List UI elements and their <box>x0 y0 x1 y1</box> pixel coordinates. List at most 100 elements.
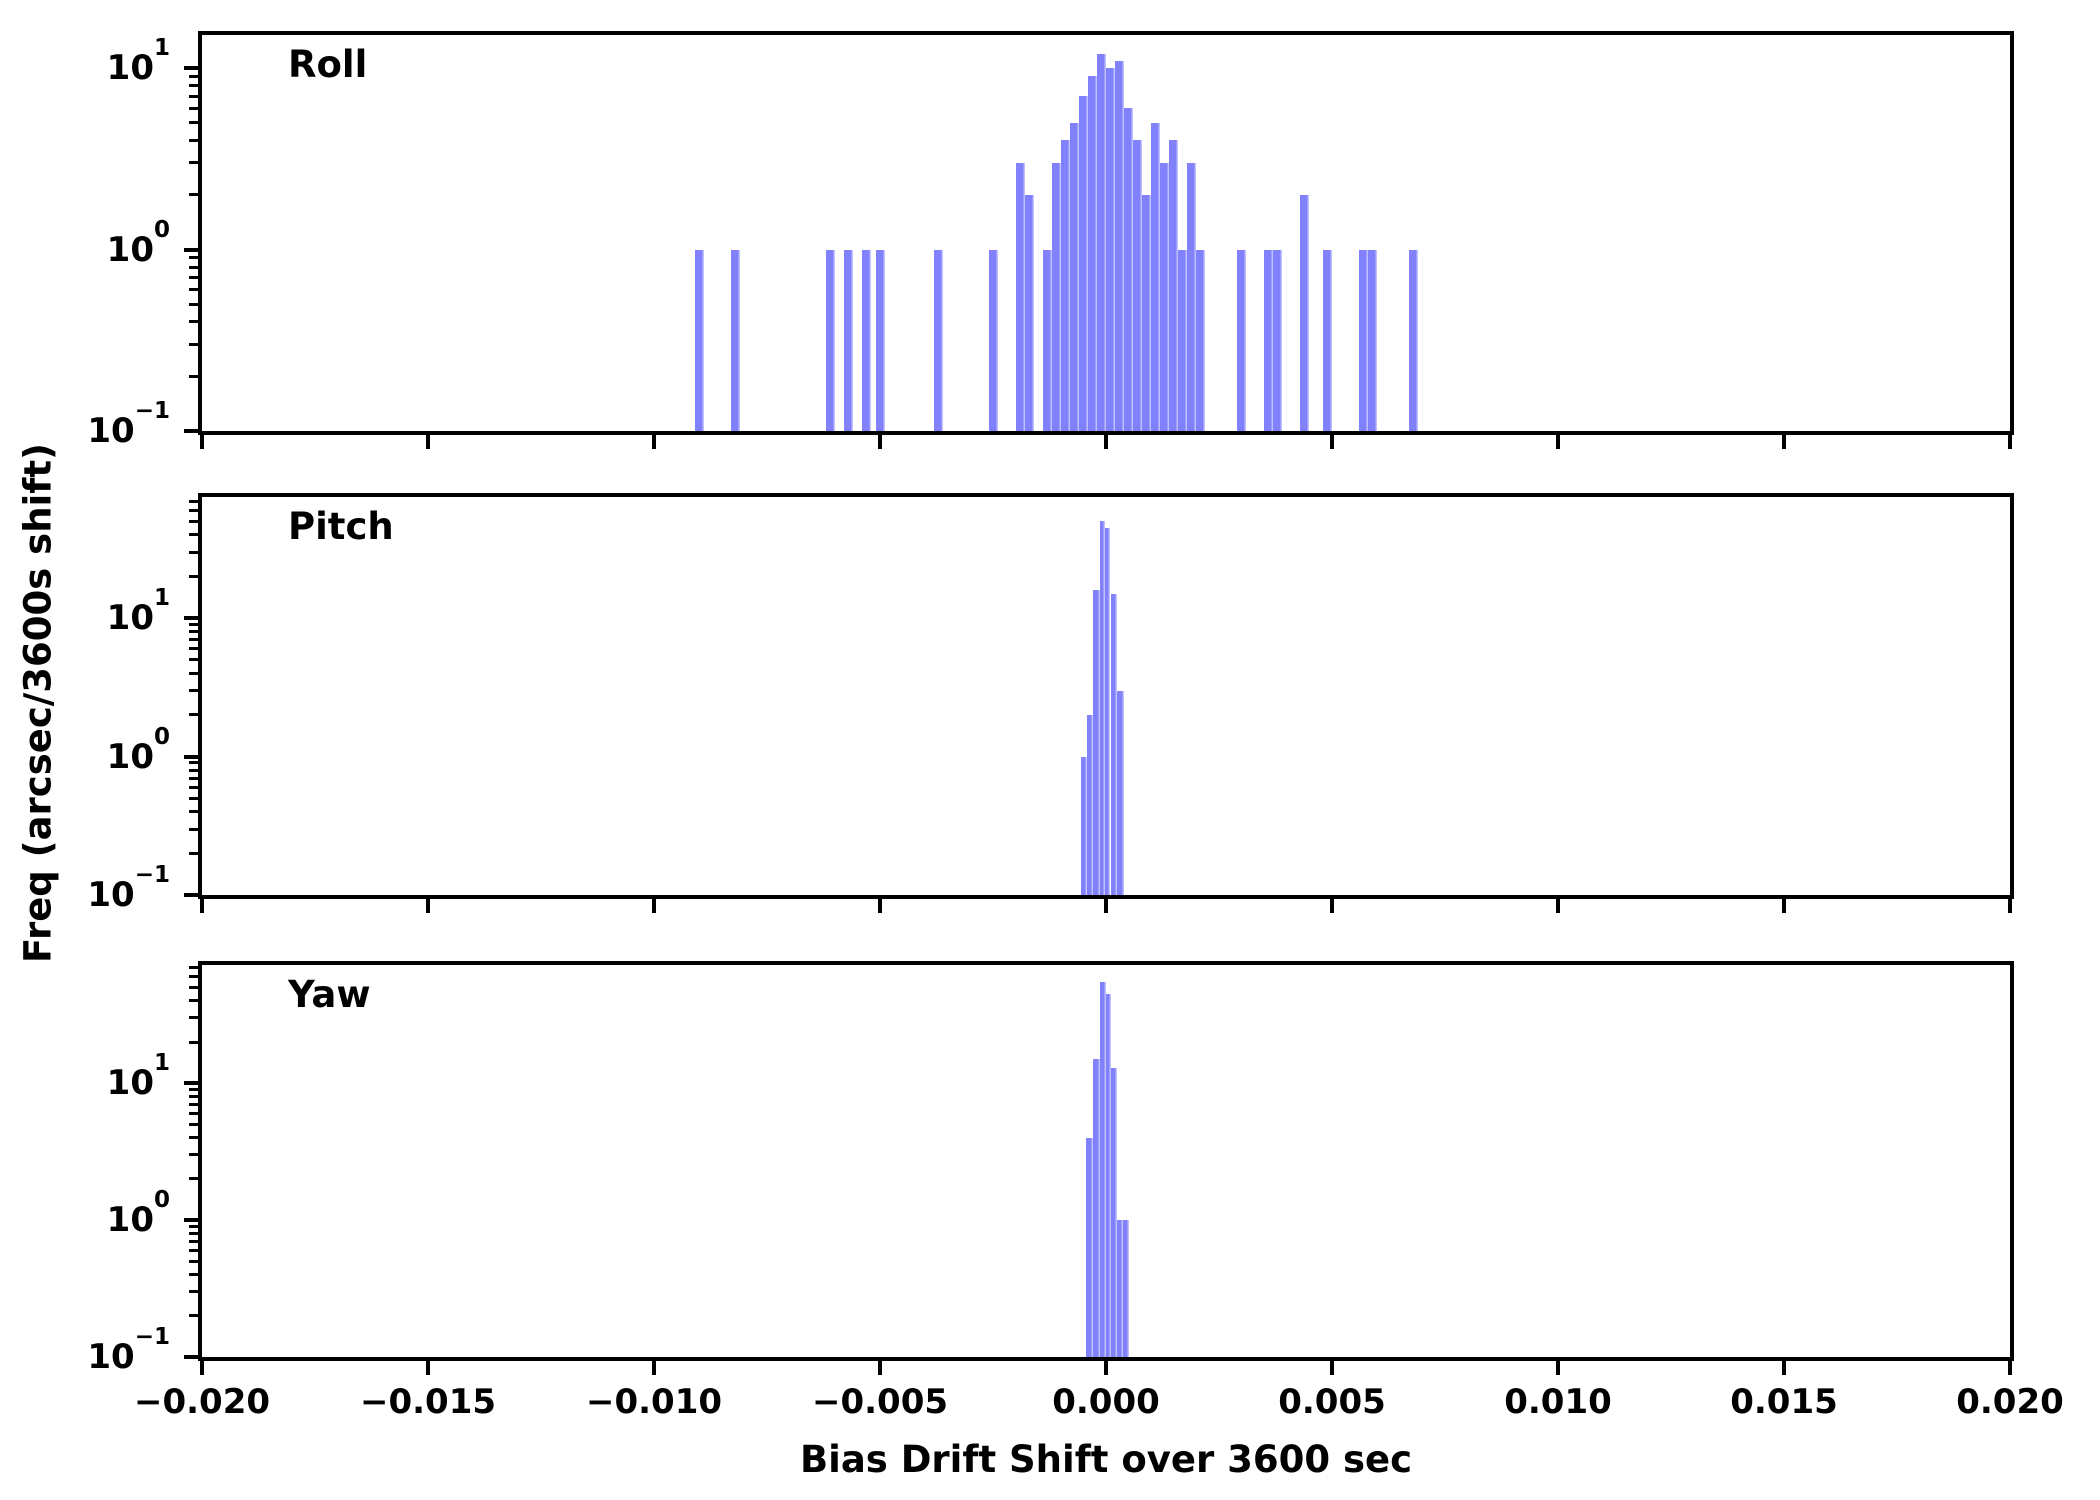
histogram-bar <box>1142 194 1152 431</box>
y-axis-minor-tick <box>189 374 202 378</box>
y-axis-minor-tick <box>189 533 202 537</box>
histogram-bar <box>1024 194 1034 431</box>
histogram-bar <box>988 249 998 431</box>
y-axis-minor-tick <box>189 1259 202 1263</box>
histogram-bar <box>934 249 944 431</box>
x-axis-tick <box>2008 1357 2012 1375</box>
y-axis-minor-tick <box>189 689 202 692</box>
histogram-bar <box>1087 76 1097 431</box>
histogram-bar <box>1105 993 1111 1357</box>
y-tick-label: 10−1 <box>87 862 170 915</box>
y-axis-minor-tick <box>189 713 202 717</box>
y-axis-minor-tick <box>189 1177 202 1181</box>
x-axis-tick <box>426 431 430 449</box>
histogram-bar <box>1124 108 1134 431</box>
y-axis-minor-tick <box>189 1016 202 1020</box>
histogram-bar <box>1092 589 1100 895</box>
x-axis-tick <box>1782 1357 1786 1375</box>
histogram-bar <box>1078 96 1088 431</box>
histogram-bar <box>1359 249 1369 431</box>
y-axis-minor-tick <box>189 776 202 780</box>
x-axis-tick <box>652 895 656 913</box>
x-tick-label: 0.000 <box>1052 1382 1160 1422</box>
histogram-bar <box>1300 194 1310 431</box>
histogram-bar <box>1106 68 1115 431</box>
y-axis-minor-tick <box>189 302 202 306</box>
histogram-bar <box>1408 249 1418 431</box>
histogram-bar <box>1151 122 1161 431</box>
x-axis-tick <box>1330 1357 1334 1375</box>
histogram-bar <box>1092 1059 1100 1357</box>
histogram-bar <box>1368 249 1378 431</box>
histogram-bar <box>1104 527 1111 895</box>
panel-title-roll: Roll <box>288 43 368 86</box>
histogram-bar <box>1237 249 1247 431</box>
x-axis-tick <box>652 431 656 449</box>
y-axis-minor-tick <box>189 851 202 855</box>
x-axis-tick <box>426 1357 430 1375</box>
y-axis-minor-tick <box>189 623 202 626</box>
histogram-bar <box>1115 60 1124 431</box>
panel-title-yaw: Yaw <box>288 973 371 1016</box>
y-axis-minor-tick <box>189 121 202 125</box>
y-axis-minor-tick <box>189 1314 202 1318</box>
y-axis-minor-tick <box>189 276 202 280</box>
y-axis-minor-tick <box>189 256 202 260</box>
y-axis-minor-tick <box>189 1122 202 1126</box>
panel-title-pitch: Pitch <box>288 505 394 548</box>
histogram-bar <box>1099 981 1106 1357</box>
x-tick-label: 0.015 <box>1730 1382 1838 1422</box>
panel-yaw: Yaw 101 100 10−1 <box>87 961 2014 1377</box>
x-tick-label: −0.005 <box>811 1382 949 1422</box>
x-tick-label: 0.010 <box>1504 1382 1612 1422</box>
y-axis-minor-tick <box>189 1102 202 1106</box>
histogram-bar <box>1160 162 1170 431</box>
y-tick-label: 101 <box>106 35 170 88</box>
x-axis-tick <box>1104 431 1108 449</box>
y-axis-tick <box>184 429 202 433</box>
x-axis-tick <box>1556 431 1560 449</box>
y-axis-minor-tick <box>189 106 202 110</box>
y-axis-minor-tick <box>189 1239 202 1243</box>
histogram-bar <box>875 249 885 431</box>
y-axis-minor-tick <box>189 671 202 675</box>
y-tick-label: 100 <box>106 723 170 777</box>
histogram-bar <box>1116 1220 1123 1357</box>
histogram-bar <box>1086 1137 1093 1357</box>
y-axis-minor-tick <box>189 342 202 346</box>
x-axis-tick <box>200 895 204 913</box>
y-tick-label: 101 <box>106 1050 170 1104</box>
x-tick-label: 0.020 <box>1956 1382 2064 1422</box>
x-tick-label: −0.020 <box>133 1382 271 1422</box>
y-axis-minor-tick <box>189 320 202 324</box>
x-axis-tick <box>1556 895 1560 913</box>
y-axis-tick <box>184 893 202 897</box>
x-axis-tick <box>1104 895 1108 913</box>
x-axis-tick <box>1330 431 1334 449</box>
x-axis-tick <box>1104 1357 1108 1375</box>
histogram-bar <box>1097 53 1106 431</box>
histogram-bar <box>1122 1220 1129 1357</box>
y-axis-minor-tick <box>189 288 202 292</box>
x-axis-tick <box>878 895 882 913</box>
y-axis-minor-tick <box>189 138 202 142</box>
y-axis-minor-tick <box>189 827 202 831</box>
histogram-bar <box>1051 162 1061 431</box>
histogram-bar <box>1116 690 1124 895</box>
x-tick-label: −0.010 <box>585 1382 723 1422</box>
histogram-bar <box>1187 162 1197 431</box>
y-axis-minor-tick <box>189 975 202 979</box>
y-axis-minor-tick <box>189 810 202 814</box>
y-axis-tick <box>184 247 202 252</box>
y-axis-minor-tick <box>189 1273 202 1277</box>
y-tick-label: 100 <box>106 1187 170 1241</box>
histogram-bar <box>1178 249 1188 431</box>
y-axis-minor-tick <box>189 193 202 197</box>
y-axis-minor-tick <box>189 1040 202 1044</box>
x-axis-tick <box>2008 895 2012 913</box>
histogram-bar <box>1169 140 1179 431</box>
histogram-bar <box>1099 521 1105 895</box>
x-axis-tick <box>1330 895 1334 913</box>
y-axis-tick <box>184 66 202 70</box>
y-axis-tick <box>184 616 202 621</box>
